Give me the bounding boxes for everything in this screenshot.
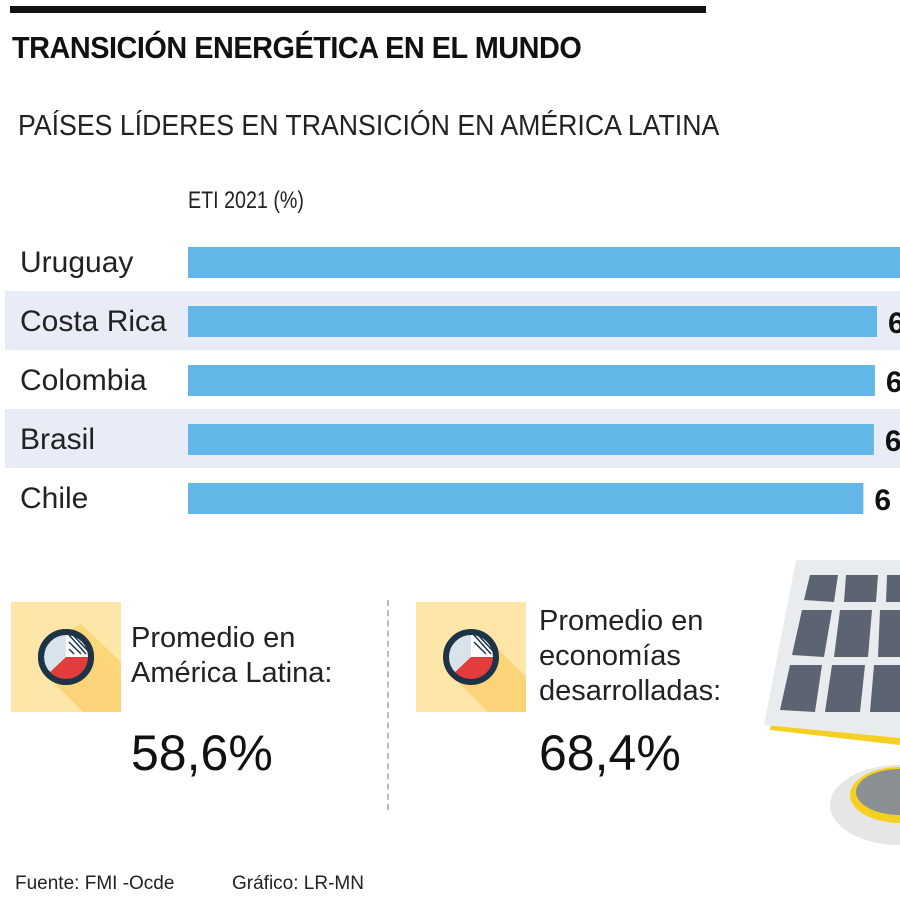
bar-brasil (188, 424, 874, 455)
pie-chart-icon-tile (11, 602, 121, 712)
card-label-line: América Latina: (131, 657, 333, 689)
category-label: Colombia (20, 364, 147, 397)
card-developed-value: 68,4% (539, 725, 681, 781)
pie-chart-icon (38, 624, 121, 712)
category-label: Costa Rica (20, 305, 167, 338)
card-developed-label: Promedio en economías desarrolladas: (539, 604, 721, 709)
card-label-line: Promedio en (539, 605, 704, 637)
value-label: 6 (888, 307, 900, 340)
category-label: Brasil (20, 423, 95, 456)
bar-costa-rica (188, 306, 877, 337)
chart-title: PAÍSES LÍDERES EN TRANSICIÓN EN AMÉRICA … (18, 110, 720, 142)
value-label: 6 (874, 484, 891, 517)
card-latam-label: Promedio en América Latina: (131, 621, 333, 691)
source-note: Fuente: FMI -Ocde (15, 873, 175, 894)
top-rule (10, 6, 706, 13)
category-label: Uruguay (20, 246, 133, 279)
bar-chile (188, 483, 864, 514)
card-label-line: economías (539, 640, 681, 672)
bar-uruguay (188, 247, 900, 278)
credit-note: Gráfico: LR-MN (232, 873, 364, 894)
card-label-line: Promedio en (131, 622, 296, 654)
solar-panel-illustration (764, 560, 900, 845)
value-label: 6 (886, 366, 900, 399)
card-latam-value: 58,6% (131, 725, 273, 781)
axis-label: ETI 2021 (%) (188, 187, 304, 214)
divider (387, 600, 389, 810)
bar-colombia (188, 365, 875, 396)
value-label: 6 (885, 425, 900, 458)
page-title: TRANSICIÓN ENERGÉTICA EN EL MUNDO (12, 30, 582, 65)
pie-chart-icon (443, 629, 526, 712)
category-label: Chile (20, 482, 88, 515)
pie-chart-icon-tile (416, 602, 526, 712)
card-label-line: desarrolladas: (539, 675, 722, 707)
